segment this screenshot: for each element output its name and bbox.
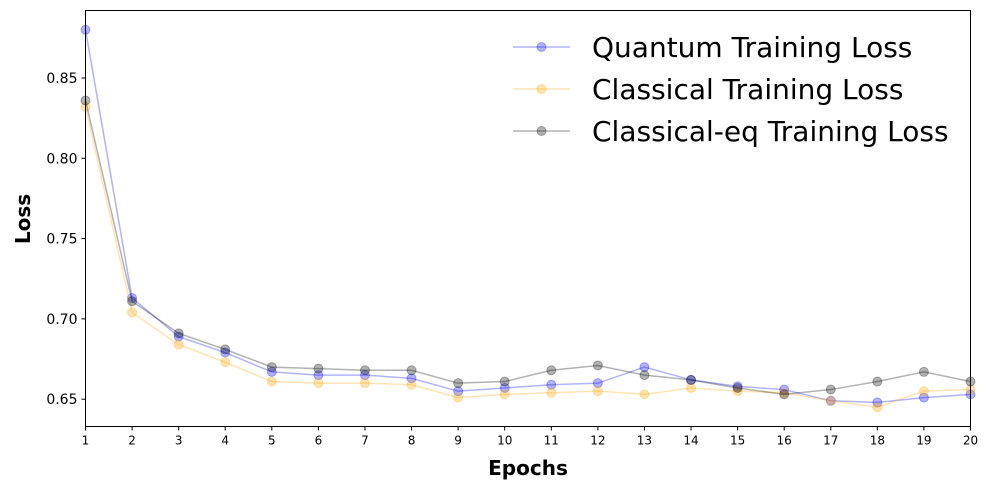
data-point	[592, 378, 603, 389]
data-point	[220, 357, 231, 368]
data-point	[546, 379, 557, 390]
data-point	[732, 382, 743, 393]
y-tick-label: 0.70	[46, 312, 77, 328]
data-point	[639, 370, 650, 381]
data-point	[825, 384, 836, 395]
x-tick-label: 11	[544, 434, 559, 448]
data-point	[872, 376, 883, 387]
x-tick-label: 3	[175, 434, 183, 448]
series-line	[84, 100, 971, 396]
legend-marker	[536, 84, 547, 94]
data-point	[406, 379, 417, 390]
series-line	[84, 106, 971, 408]
x-tick-label: 14	[683, 434, 698, 448]
data-point	[453, 378, 464, 389]
data-point	[453, 392, 464, 403]
legend-marker	[536, 42, 547, 52]
x-tick-label: 1	[82, 434, 90, 448]
data-point	[825, 395, 836, 406]
data-point	[779, 384, 790, 395]
data-point	[266, 362, 277, 373]
x-tick-label: 15	[730, 434, 745, 448]
data-point	[918, 392, 929, 403]
data-point	[313, 370, 324, 381]
data-point	[639, 362, 650, 373]
data-point	[406, 365, 417, 376]
data-point	[220, 344, 231, 355]
data-point	[313, 363, 324, 374]
x-tick-label: 12	[590, 434, 605, 448]
data-point	[686, 374, 697, 385]
data-point	[592, 360, 603, 371]
data-point	[406, 373, 417, 384]
x-axis: 1 2 3 4 5 6 7 8 9 10 11 12 13 14 15 16 17 18 19 20	[82, 426, 978, 448]
legend-label: Quantum Training Loss	[592, 31, 912, 64]
data-point	[639, 389, 650, 400]
x-tick-label: 8	[408, 434, 416, 448]
y-tick-label: 0.80	[46, 151, 77, 167]
x-tick-label: 17	[823, 434, 838, 448]
legend-label: Classical Training Loss	[592, 73, 903, 106]
data-point	[732, 386, 743, 397]
x-tick-label: 13	[637, 434, 652, 448]
x-axis-label: Epochs	[488, 456, 568, 480]
y-tick-label: 0.65	[46, 392, 77, 408]
data-point	[499, 389, 510, 400]
x-tick-label: 16	[777, 434, 792, 448]
series-group	[80, 24, 976, 408]
data-point	[359, 378, 370, 389]
data-point	[127, 296, 138, 307]
data-point	[918, 366, 929, 377]
data-point	[872, 397, 883, 408]
data-point	[918, 386, 929, 397]
data-point	[359, 365, 370, 376]
data-point	[266, 366, 277, 377]
x-tick-label: 19	[916, 434, 931, 448]
data-point	[779, 389, 790, 400]
y-tick-label: 0.85	[46, 71, 77, 87]
y-axis-label: Loss	[11, 194, 35, 244]
y-tick-label: 0.75	[46, 232, 77, 248]
x-tick-label: 9	[454, 434, 462, 448]
data-point	[546, 365, 557, 376]
x-tick-label: 6	[315, 434, 323, 448]
legend-marker	[536, 126, 547, 136]
x-tick-label: 20	[963, 434, 978, 448]
y-axis: 0.65 0.70 0.75 0.80 0.85	[46, 71, 86, 408]
data-point	[732, 381, 743, 392]
series-group	[80, 101, 976, 413]
data-point	[592, 386, 603, 397]
data-point	[266, 376, 277, 387]
data-point	[173, 331, 184, 342]
plot-area-frame	[85, 10, 971, 427]
data-point	[686, 382, 697, 393]
data-point	[127, 307, 138, 318]
data-point	[127, 293, 138, 304]
data-point	[825, 395, 836, 406]
data-point	[173, 339, 184, 350]
legend-label: Classical-eq Training Loss	[592, 115, 949, 148]
data-point	[779, 387, 790, 398]
data-point	[686, 374, 697, 385]
data-point	[499, 382, 510, 393]
data-point	[453, 386, 464, 397]
data-point	[499, 376, 510, 387]
x-tick-label: 18	[870, 434, 885, 448]
data-point	[546, 387, 557, 398]
x-tick-label: 2	[128, 434, 136, 448]
data-point	[173, 328, 184, 339]
data-point	[313, 378, 324, 389]
data-point	[872, 402, 883, 413]
x-tick-label: 7	[361, 434, 369, 448]
x-tick-label: 10	[497, 434, 512, 448]
x-tick-label: 5	[268, 434, 276, 448]
data-point	[359, 370, 370, 381]
legend: Quantum Training Loss Classical Training …	[513, 31, 949, 148]
series-line	[84, 29, 971, 404]
data-point	[220, 347, 231, 358]
x-tick-label: 4	[221, 434, 229, 448]
